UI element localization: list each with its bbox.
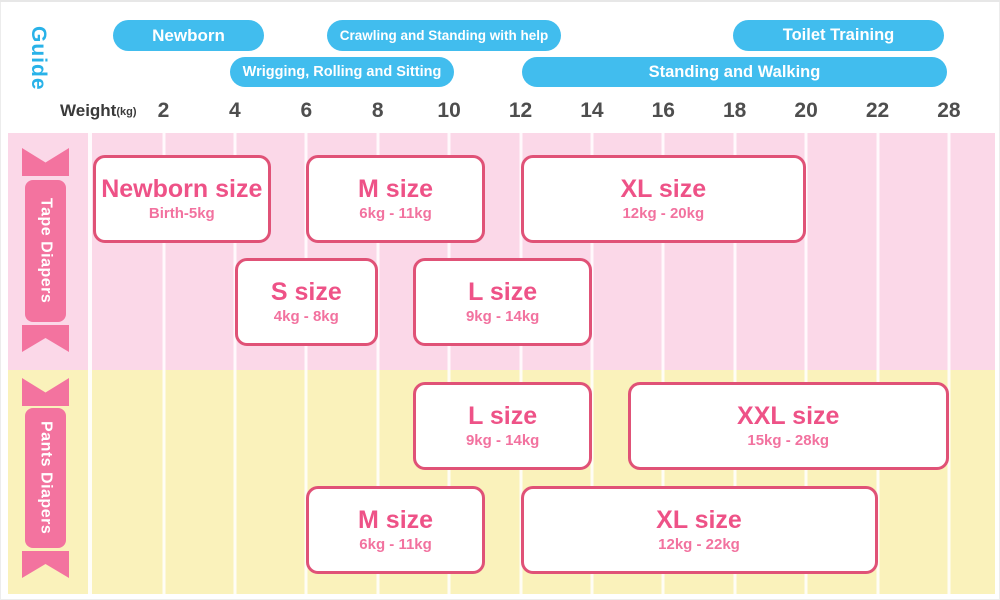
size-box-range: 6kg - 11kg [359, 535, 432, 553]
size-box-range: 12kg - 22kg [658, 535, 740, 553]
weight-axis-unit: (kg) [116, 106, 137, 118]
size-box-tape-diapers-s-size: S size 4kg - 8kg [234, 258, 378, 346]
axis-tick-22: 22 [865, 99, 890, 122]
size-box-title: Newborn size [101, 175, 263, 204]
gridline-8 [376, 133, 380, 594]
axis-tick-16: 16 [651, 99, 675, 122]
axis-tick-8: 8 [371, 99, 384, 122]
gridline-22 [876, 133, 879, 594]
pants-diapers-ribbon-strip: Pants Diapers [25, 408, 66, 548]
size-box-title: L size [468, 278, 538, 307]
size-box-pants-diapers-xxl-size: XXL size 15kg - 28kg [627, 382, 949, 470]
size-box-title: XL size [620, 175, 707, 204]
gridline-14 [590, 133, 594, 594]
size-box-range: 15kg - 28kg [747, 431, 830, 449]
top-frame-line [0, 0, 1000, 2]
stage-pill-crawling: Crawling and Standing with help [327, 20, 561, 51]
size-box-tape-diapers-l-size: L size 9kg - 14kg [413, 258, 592, 346]
size-box-title: L size [468, 402, 538, 431]
size-box-tape-diapers-m-size: M size 6kg - 11kg [306, 155, 485, 243]
ribbon-fishtail-top-icon [22, 378, 69, 406]
stage-pill-wrigging: Wrigging, Rolling and Sitting [230, 57, 454, 87]
weight-axis-label: Weight(kg) [60, 101, 137, 121]
axis-tick-18: 18 [723, 99, 747, 122]
tape-diapers-ribbon: Tape Diapers [22, 148, 69, 352]
size-box-tape-diapers-xl-size: XL size 12kg - 20kg [520, 155, 807, 243]
axis-tick-10: 10 [437, 99, 461, 122]
pants-diapers-ribbon: Pants Diapers [22, 378, 69, 578]
axis-tick-4: 4 [229, 99, 241, 122]
gridline-10 [447, 133, 451, 594]
size-box-tape-diapers-newborn-size: Newborn size Birth-5kg [93, 155, 271, 243]
tape-diapers-ribbon-strip: Tape Diapers [25, 180, 66, 322]
ribbon-fishtail-top-icon [22, 148, 69, 176]
size-box-pants-diapers-l-size: L size 9kg - 14kg [413, 382, 592, 470]
stage-pill-standing-walking: Standing and Walking [522, 57, 947, 87]
gridline-4 [233, 133, 237, 594]
size-box-pants-diapers-m-size: M size 6kg - 11kg [306, 486, 485, 574]
gridline-20 [804, 133, 808, 594]
size-box-range: Birth-5kg [148, 204, 215, 222]
pants-diapers-ribbon-label: Pants Diapers [37, 421, 55, 535]
axis-tick-12: 12 [508, 99, 533, 122]
ribbon-fishtail-bottom-icon [22, 551, 69, 578]
axis-tick-20: 20 [794, 99, 818, 122]
ribbon-fishtail-bottom-icon [22, 325, 69, 352]
size-box-title: M size [358, 506, 434, 535]
gridline-18 [733, 133, 737, 594]
axis-tick-2: 2 [157, 99, 170, 122]
gridline-28 [947, 133, 951, 594]
tape-diapers-ribbon-label: Tape Diapers [37, 198, 55, 304]
weight-axis-label-text: Weight [60, 101, 117, 120]
size-box-title: XXL size [737, 402, 840, 431]
size-box-range: 9kg - 14kg [465, 307, 540, 325]
gridline-16 [661, 133, 665, 594]
size-box-range: 9kg - 14kg [465, 431, 540, 449]
size-box-title: M size [358, 175, 434, 204]
gridline-2 [162, 133, 165, 594]
size-box-title: S size [270, 278, 342, 307]
stage-pill-newborn: Newborn [113, 20, 264, 51]
column-separator [88, 133, 92, 594]
gridline-12 [519, 133, 522, 594]
gridline-6 [304, 133, 308, 594]
size-box-title: XL size [656, 506, 742, 535]
size-box-range: 6kg - 11kg [359, 204, 432, 222]
axis-tick-14: 14 [580, 99, 604, 122]
stage-pill-toilet-training: Toilet Training [733, 20, 944, 51]
axis-tick-6: 6 [300, 99, 313, 122]
guide-label: Guide [27, 26, 50, 91]
size-box-range: 4kg - 8kg [273, 307, 339, 325]
size-box-pants-diapers-xl-size: XL size 12kg - 22kg [520, 486, 878, 574]
axis-tick-28: 28 [937, 99, 961, 122]
size-box-range: 12kg - 20kg [622, 204, 705, 222]
